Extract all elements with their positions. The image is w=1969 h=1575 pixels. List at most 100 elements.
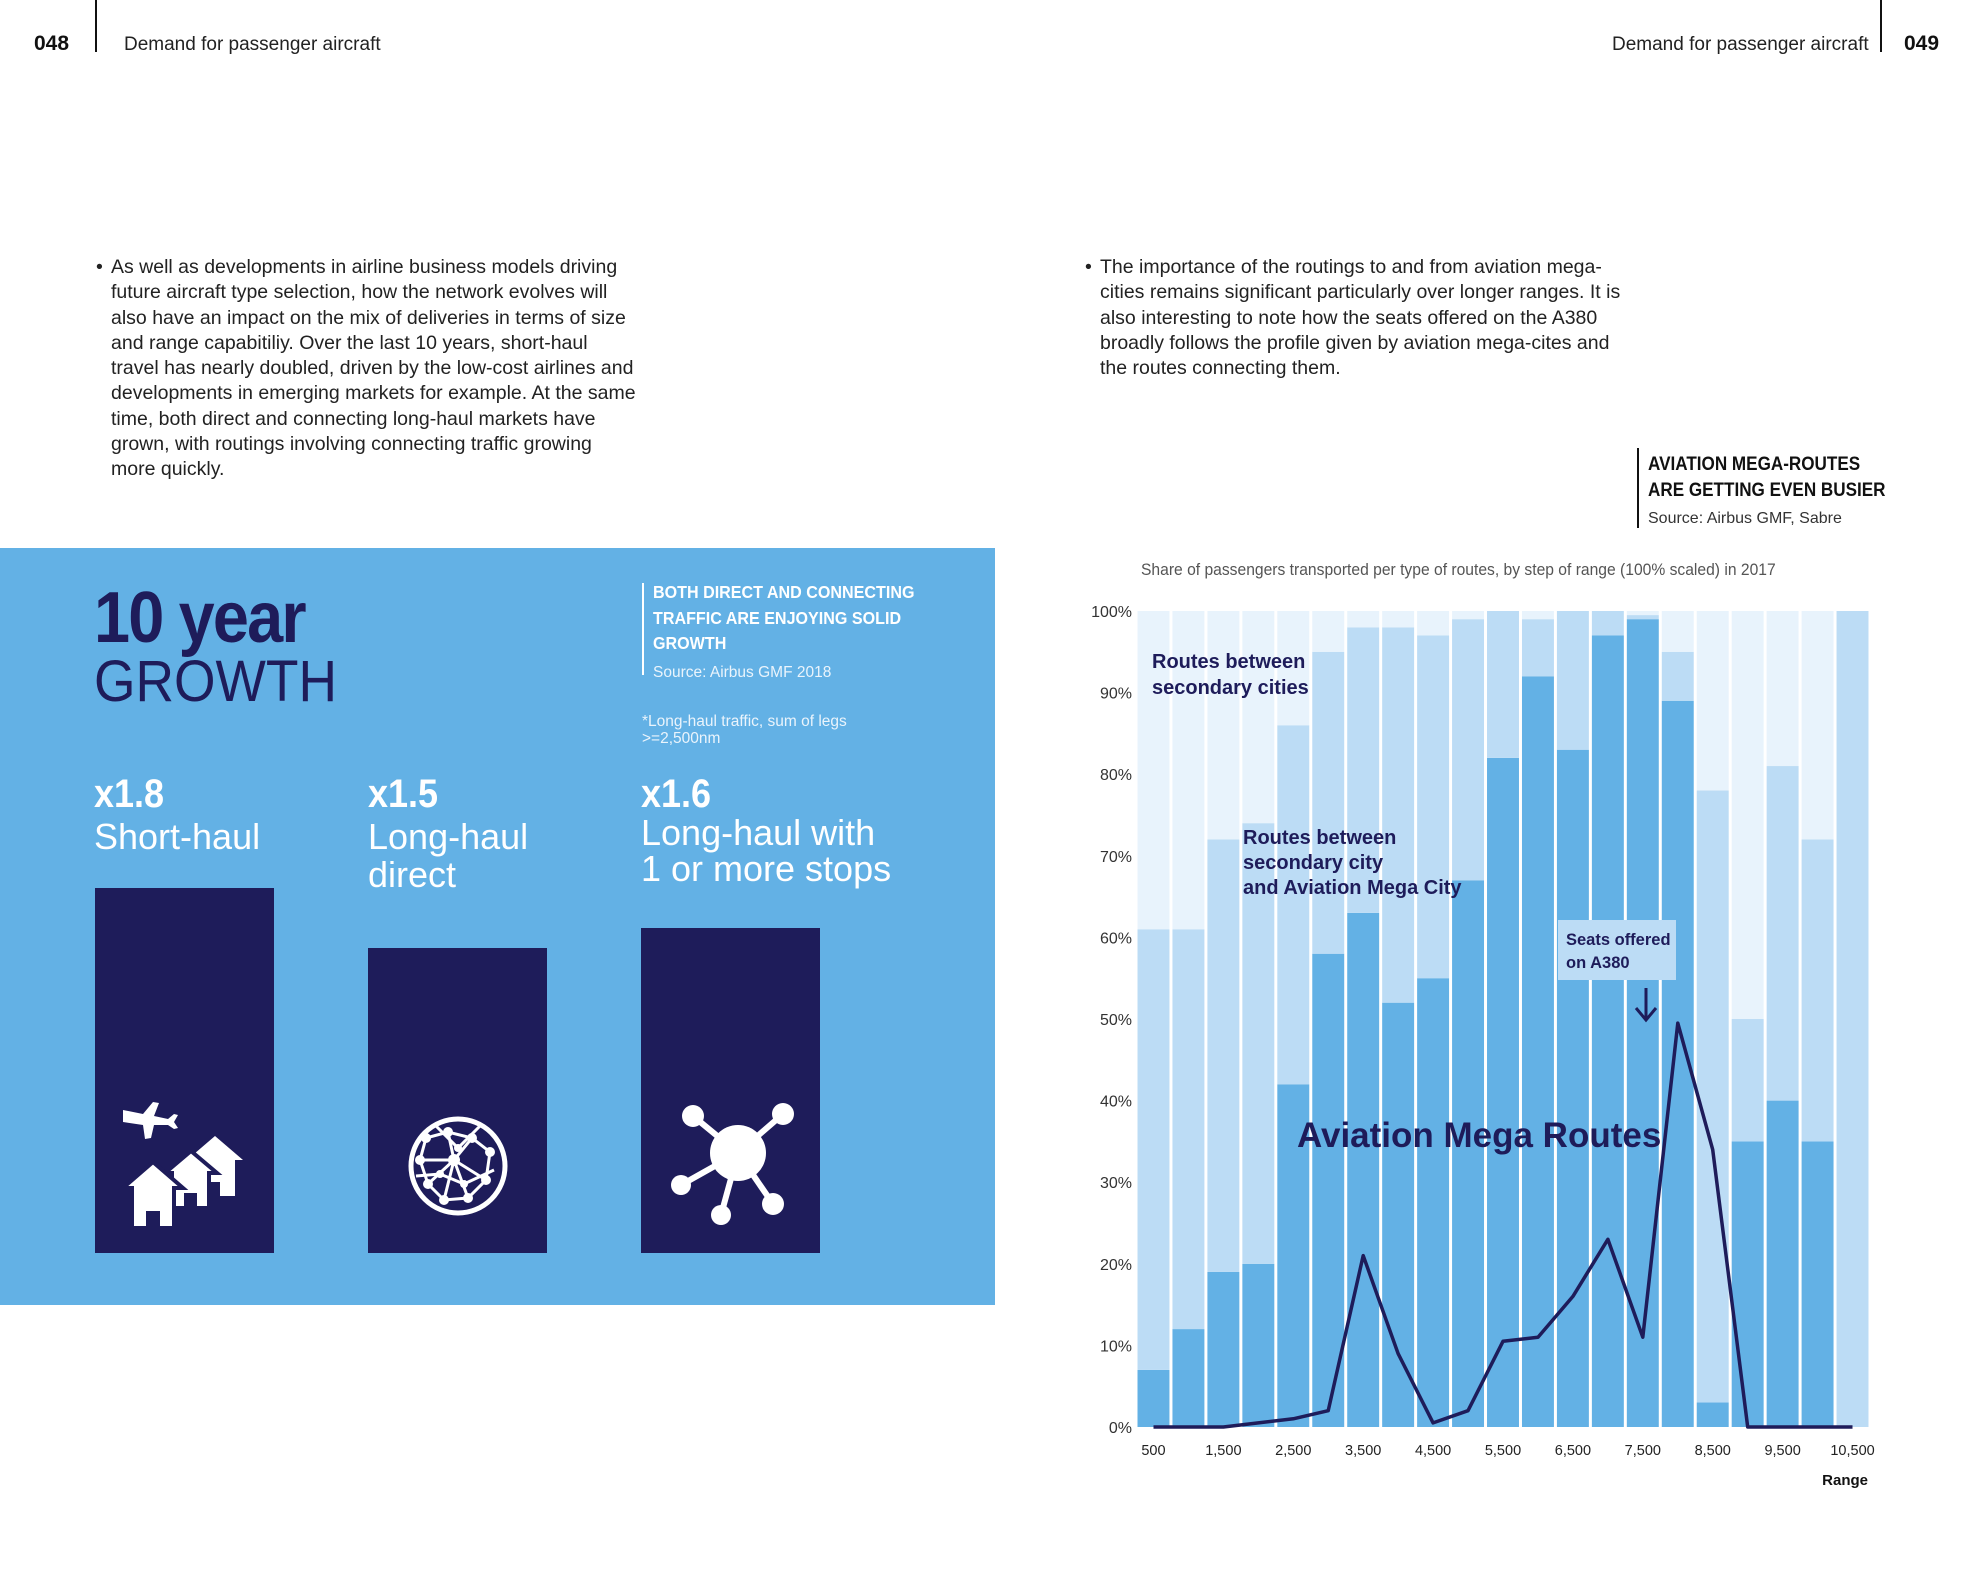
bar-segment-series-2: [1626, 611, 1659, 616]
bar-segment-series-2: [1521, 611, 1554, 620]
bar-segment-series-0: [1626, 619, 1659, 1427]
x-tick-label: 500: [1141, 1443, 1165, 1459]
growth-multiplier-long-haul-direct: x1.5: [368, 772, 439, 816]
annotation-secondary-cities: Routes between: [1152, 651, 1305, 673]
bar-segment-series-2: [1417, 611, 1450, 636]
bar-segment-series-0: [1556, 749, 1589, 1427]
bar-segment-series-2: [1277, 611, 1310, 726]
bar-segment-series-0: [1207, 1271, 1240, 1427]
annotation-a380-box: [1558, 920, 1676, 980]
bar-segment-series-0: [1242, 1263, 1275, 1427]
bar-segment-series-2: [1801, 611, 1834, 840]
growth-bar-long-haul-direct: [368, 948, 547, 1253]
bar-segment-series-1: [1836, 611, 1869, 1427]
houses-plane-icon: [117, 1102, 243, 1230]
bar-segment-series-2: [1137, 611, 1170, 930]
x-tick-label: 5,500: [1485, 1443, 1521, 1459]
chart-title: AVIATION MEGA-ROUTES ARE GETTING EVEN BU…: [1648, 452, 1900, 504]
y-tick-label: 70%: [1100, 849, 1132, 866]
chart-title-rule: [1637, 448, 1639, 528]
chart-title-line-1: AVIATION MEGA-ROUTES: [1648, 454, 1861, 475]
chart-source: Source: Airbus GMF, Sabre: [1648, 510, 1842, 527]
x-tick-label: 7,500: [1625, 1443, 1661, 1459]
bar-segment-series-1: [1277, 725, 1310, 1085]
bar-segment-series-1: [1487, 611, 1519, 758]
bar-segment-series-1: [1801, 839, 1834, 1142]
growth-footnote: *Long-haul traffic, sum of legs >=2,500n…: [642, 713, 847, 747]
a380-seats-line: [1153, 1021, 1853, 1429]
bar-segment-series-2: [1766, 611, 1799, 767]
growth-label-short-haul: Short-haul: [94, 816, 261, 857]
left-header-rule: [95, 0, 97, 52]
bar-segment-series-2: [1172, 611, 1205, 930]
left-running-title: Demand for passenger aircraft: [124, 34, 381, 55]
bar-segment-series-0: [1172, 1329, 1205, 1427]
bar-segment-series-1: [1242, 823, 1275, 1264]
bar-segment-series-0: [1137, 1369, 1170, 1427]
growth-panel: 10 year GROWTH BOTH DIRECT AND CONNECTIN…: [0, 548, 995, 1305]
x-tick-label: 4,500: [1415, 1443, 1451, 1459]
bar-segment-series-1: [1556, 611, 1589, 750]
left-page-number: 048: [34, 32, 70, 55]
y-tick-label: 80%: [1100, 767, 1132, 784]
bar-segment-series-0: [1801, 1141, 1834, 1427]
x-tick-label: 1,500: [1205, 1443, 1241, 1459]
y-tick-label: 0%: [1109, 1420, 1132, 1437]
bar-segment-series-2: [1242, 611, 1275, 824]
bar-segment-series-0: [1312, 953, 1345, 1427]
stacked-bar-chart: 0% 10% 20% 30% 40% 50% 60% 70% 80% 90% 100% 500 1,50…: [1091, 604, 1875, 1489]
growth-bar-long-haul-stops: [641, 928, 820, 1253]
growth-multiplier-short-haul: x1.8: [94, 772, 165, 816]
bar-segment-series-1: [1626, 615, 1659, 620]
annotation-mixed-routes: Routes between: [1243, 827, 1396, 849]
bar-segment-series-2: [1347, 611, 1380, 628]
right-paragraph-text: The importance of the routings to and fr…: [1100, 256, 1621, 380]
growth-note-heading: BOTH DIRECT AND CONNECTING TRAFFIC ARE E…: [653, 582, 915, 653]
chart-subtitle: Share of passengers transported per type…: [1141, 560, 1776, 579]
growth-title-light: GROWTH: [94, 649, 338, 714]
bar-segment-series-0: [1731, 1141, 1764, 1427]
right-header-rule: [1880, 0, 1882, 52]
x-tick-label: 10,500: [1830, 1443, 1874, 1459]
bar-segment-series-1: [1207, 839, 1240, 1272]
bar-segment-series-2: [1207, 611, 1240, 840]
annotation-a380: Seats offered: [1566, 931, 1671, 949]
y-tick-label: 30%: [1100, 1175, 1132, 1192]
growth-label-long-haul-stops-1: Long-haul with: [641, 812, 876, 853]
bar-segment-series-0: [1452, 880, 1485, 1427]
bar-segment-series-0: [1487, 757, 1519, 1427]
y-tick-label: 40%: [1100, 1094, 1132, 1111]
annotation-mega-routes: Aviation Mega Routes: [1297, 1116, 1661, 1155]
x-tick-label: 3,500: [1345, 1443, 1381, 1459]
annotation-secondary-cities: secondary cities: [1152, 677, 1309, 699]
bar-segment-series-1: [1591, 611, 1624, 636]
bar-segment-series-1: [1696, 790, 1729, 1403]
annotation-mixed-routes: and Aviation Mega City: [1243, 877, 1462, 899]
bar-segment-series-0: [1347, 912, 1380, 1427]
bar-segment-series-0: [1417, 978, 1450, 1427]
growth-label-long-haul-direct-1: Long-haul: [368, 816, 529, 857]
left-bullet-paragraph: • As well as developments in airline bus…: [96, 255, 636, 483]
bar-segment-series-1: [1312, 651, 1345, 954]
bar-segment-series-1: [1382, 627, 1415, 1003]
x-tick-label: 6,500: [1555, 1443, 1591, 1459]
bar-segment-series-1: [1172, 929, 1205, 1330]
bar-segment-series-1: [1731, 1019, 1764, 1142]
bar-segment-series-2: [1661, 611, 1694, 652]
bar-segment-series-1: [1452, 619, 1485, 881]
y-tick-label: 50%: [1100, 1012, 1132, 1029]
bar-segment-series-1: [1521, 619, 1554, 677]
bar-segment-series-1: [1417, 635, 1450, 979]
growth-multiplier-long-haul-stops: x1.6: [641, 772, 712, 816]
bar-segment-series-1: [1137, 929, 1170, 1370]
growth-title-bold: 10 year: [94, 578, 307, 658]
right-running-title: Demand for passenger aircraft: [1612, 34, 1869, 55]
hub-network-icon: [671, 1103, 794, 1225]
bar-segment-series-2: [1452, 611, 1485, 620]
down-arrow-icon: [1634, 988, 1658, 1023]
bar-segment-series-2: [1696, 611, 1729, 791]
bar-segment-series-1: [1661, 651, 1694, 701]
y-tick-label: 100%: [1091, 604, 1132, 621]
x-axis-label: Range: [1822, 1472, 1868, 1489]
growth-note-source: Source: Airbus GMF 2018: [653, 664, 832, 681]
